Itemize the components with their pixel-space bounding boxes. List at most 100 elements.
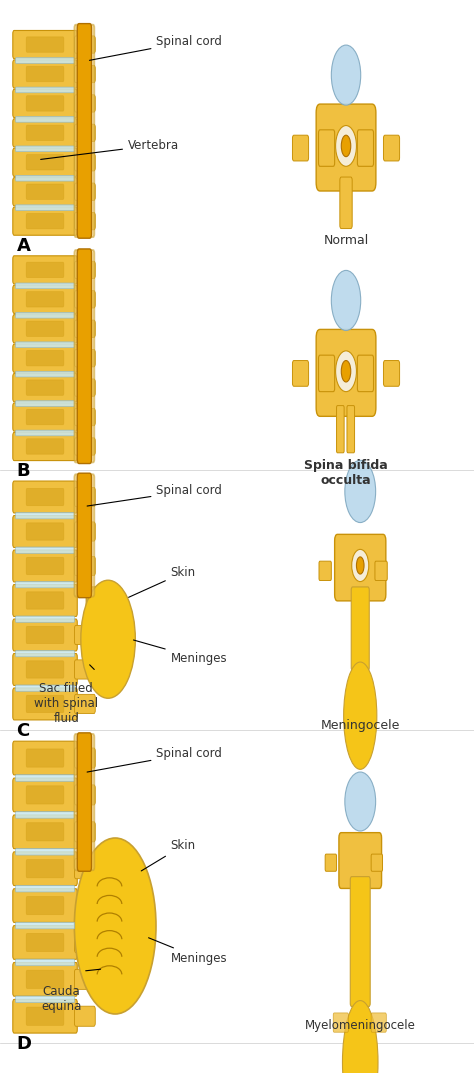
- Text: Meninges: Meninges: [134, 640, 227, 665]
- Ellipse shape: [331, 45, 361, 105]
- FancyBboxPatch shape: [16, 342, 74, 348]
- FancyBboxPatch shape: [13, 207, 77, 235]
- FancyBboxPatch shape: [16, 513, 74, 519]
- FancyBboxPatch shape: [16, 400, 74, 407]
- FancyBboxPatch shape: [26, 126, 64, 141]
- FancyBboxPatch shape: [74, 734, 94, 870]
- FancyBboxPatch shape: [13, 344, 77, 372]
- Ellipse shape: [341, 361, 351, 382]
- FancyBboxPatch shape: [74, 1006, 95, 1026]
- FancyBboxPatch shape: [26, 183, 64, 200]
- FancyBboxPatch shape: [16, 685, 74, 691]
- Text: Myelomeningocele: Myelomeningocele: [305, 1019, 416, 1032]
- FancyBboxPatch shape: [16, 996, 74, 1002]
- FancyBboxPatch shape: [26, 934, 64, 952]
- FancyBboxPatch shape: [74, 124, 95, 142]
- FancyBboxPatch shape: [74, 694, 95, 714]
- FancyBboxPatch shape: [74, 320, 95, 337]
- FancyBboxPatch shape: [350, 877, 370, 1006]
- FancyBboxPatch shape: [16, 175, 74, 181]
- FancyBboxPatch shape: [351, 587, 369, 671]
- FancyBboxPatch shape: [13, 585, 77, 617]
- FancyBboxPatch shape: [74, 858, 95, 879]
- FancyBboxPatch shape: [16, 923, 74, 929]
- FancyBboxPatch shape: [333, 1013, 348, 1032]
- FancyBboxPatch shape: [16, 371, 74, 377]
- FancyBboxPatch shape: [74, 784, 95, 805]
- FancyBboxPatch shape: [77, 473, 91, 598]
- Ellipse shape: [341, 135, 351, 157]
- FancyBboxPatch shape: [13, 89, 77, 118]
- FancyBboxPatch shape: [26, 351, 64, 366]
- FancyBboxPatch shape: [26, 695, 64, 712]
- FancyBboxPatch shape: [26, 67, 64, 82]
- FancyBboxPatch shape: [16, 775, 74, 781]
- Ellipse shape: [356, 557, 364, 574]
- FancyBboxPatch shape: [74, 748, 95, 768]
- FancyBboxPatch shape: [74, 626, 95, 645]
- FancyBboxPatch shape: [325, 854, 337, 871]
- FancyBboxPatch shape: [26, 262, 64, 278]
- FancyBboxPatch shape: [86, 587, 110, 662]
- FancyBboxPatch shape: [13, 999, 77, 1033]
- FancyBboxPatch shape: [16, 58, 74, 63]
- FancyBboxPatch shape: [319, 355, 335, 392]
- FancyBboxPatch shape: [383, 361, 400, 386]
- FancyBboxPatch shape: [77, 24, 91, 238]
- FancyBboxPatch shape: [16, 205, 74, 210]
- FancyBboxPatch shape: [74, 474, 94, 597]
- Ellipse shape: [81, 580, 136, 699]
- FancyBboxPatch shape: [16, 430, 74, 436]
- FancyBboxPatch shape: [337, 406, 344, 453]
- FancyBboxPatch shape: [16, 959, 74, 966]
- FancyBboxPatch shape: [26, 823, 64, 841]
- FancyBboxPatch shape: [26, 292, 64, 307]
- FancyBboxPatch shape: [26, 896, 64, 914]
- FancyBboxPatch shape: [316, 104, 376, 191]
- FancyBboxPatch shape: [26, 859, 64, 878]
- FancyBboxPatch shape: [375, 561, 387, 580]
- FancyBboxPatch shape: [26, 409, 64, 425]
- Text: Spina bifida
occulta: Spina bifida occulta: [304, 459, 388, 487]
- FancyBboxPatch shape: [339, 833, 382, 888]
- FancyBboxPatch shape: [16, 582, 74, 588]
- FancyBboxPatch shape: [26, 785, 64, 804]
- Text: Meningocele: Meningocele: [320, 719, 400, 732]
- FancyBboxPatch shape: [13, 515, 77, 547]
- FancyBboxPatch shape: [357, 355, 374, 392]
- FancyBboxPatch shape: [13, 30, 77, 59]
- FancyBboxPatch shape: [74, 557, 95, 575]
- Text: Meninges: Meninges: [148, 938, 227, 965]
- FancyBboxPatch shape: [13, 815, 77, 849]
- Text: Sac filled
with spinal
fluid: Sac filled with spinal fluid: [34, 682, 99, 725]
- FancyBboxPatch shape: [16, 312, 74, 318]
- FancyBboxPatch shape: [357, 130, 374, 166]
- FancyBboxPatch shape: [26, 36, 64, 53]
- FancyBboxPatch shape: [77, 733, 91, 871]
- FancyBboxPatch shape: [13, 888, 77, 923]
- FancyBboxPatch shape: [74, 153, 95, 171]
- FancyBboxPatch shape: [74, 250, 94, 462]
- FancyBboxPatch shape: [13, 373, 77, 401]
- FancyBboxPatch shape: [13, 285, 77, 313]
- Text: Normal: Normal: [323, 234, 369, 247]
- Text: Spinal cord: Spinal cord: [87, 747, 222, 773]
- FancyBboxPatch shape: [26, 749, 64, 767]
- FancyBboxPatch shape: [335, 534, 386, 601]
- FancyBboxPatch shape: [319, 130, 335, 166]
- Text: Spinal cord: Spinal cord: [87, 484, 222, 506]
- FancyBboxPatch shape: [13, 119, 77, 147]
- FancyBboxPatch shape: [74, 212, 95, 230]
- FancyBboxPatch shape: [13, 741, 77, 775]
- FancyBboxPatch shape: [340, 177, 352, 229]
- FancyBboxPatch shape: [26, 592, 64, 609]
- FancyBboxPatch shape: [26, 155, 64, 170]
- FancyBboxPatch shape: [74, 521, 95, 541]
- FancyBboxPatch shape: [13, 481, 77, 513]
- Text: Cauda
equina: Cauda equina: [41, 985, 82, 1013]
- FancyBboxPatch shape: [26, 970, 64, 988]
- FancyBboxPatch shape: [26, 214, 64, 229]
- FancyBboxPatch shape: [74, 291, 95, 308]
- FancyBboxPatch shape: [16, 849, 74, 855]
- FancyBboxPatch shape: [74, 822, 95, 842]
